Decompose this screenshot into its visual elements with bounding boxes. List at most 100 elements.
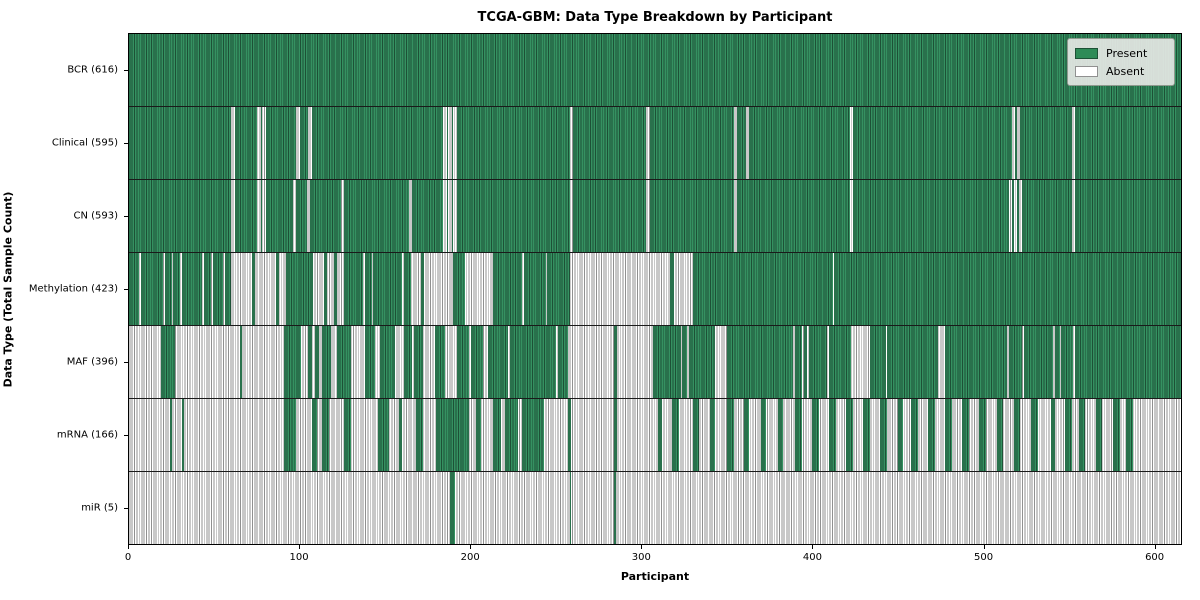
plot-area: Present Absent <box>128 33 1182 545</box>
y-tick-mark <box>124 435 128 437</box>
present-segment <box>614 472 616 544</box>
present-segment <box>760 399 766 471</box>
present-segment <box>492 253 522 325</box>
present-segment <box>573 107 647 179</box>
present-segment <box>421 253 425 325</box>
data-row-clinical <box>129 107 1181 180</box>
present-segment <box>1054 326 1060 398</box>
present-segment <box>689 326 715 398</box>
present-segment <box>846 399 854 471</box>
legend-label-present: Present <box>1106 46 1148 60</box>
present-segment <box>853 180 1009 252</box>
present-segment <box>286 253 314 325</box>
x-tick-mark <box>641 545 643 549</box>
x-tick-label: 200 <box>460 552 480 563</box>
present-segment <box>692 253 833 325</box>
present-segment <box>1015 107 1018 179</box>
y-tick-label: miR (5) <box>81 502 118 514</box>
present-segment <box>323 253 328 325</box>
present-segment <box>311 107 444 179</box>
present-segment <box>887 326 939 398</box>
data-row-methylation <box>129 253 1181 326</box>
present-segment <box>164 253 172 325</box>
present-segment <box>911 399 918 471</box>
x-axis-label: Participant <box>620 570 690 583</box>
present-segment <box>1022 180 1072 252</box>
present-segment <box>451 180 454 252</box>
present-segment <box>129 107 232 179</box>
x-tick-label: 600 <box>1145 552 1165 563</box>
present-segment <box>240 326 242 398</box>
present-segment <box>492 399 502 471</box>
y-tick-label: mRNA (166) <box>56 429 118 441</box>
plot-rows <box>129 34 1181 544</box>
present-segment <box>1030 399 1038 471</box>
present-segment <box>1075 107 1181 179</box>
present-segment <box>1020 107 1072 179</box>
y-tick-label: Clinical (595) <box>51 137 118 149</box>
data-row-mrna <box>129 399 1181 472</box>
present-segment <box>296 180 307 252</box>
y-tick-label: MAF (396) <box>66 356 118 368</box>
present-segment <box>344 180 410 252</box>
present-segment <box>726 399 734 471</box>
present-segment <box>378 399 389 471</box>
x-tick-mark <box>299 545 301 549</box>
present-segment <box>1075 326 1181 398</box>
x-tick-label: 100 <box>289 552 309 563</box>
present-segment <box>212 253 223 325</box>
present-segment <box>251 253 256 325</box>
y-tick-mark <box>124 508 128 510</box>
y-tick-mark <box>124 362 128 364</box>
present-segment <box>414 326 423 398</box>
present-segment <box>649 180 734 252</box>
present-segment <box>129 253 140 325</box>
x-tick-mark <box>983 545 985 549</box>
x-tick-label: 0 <box>124 552 132 563</box>
data-row-mir <box>129 472 1181 544</box>
present-segment <box>364 253 372 325</box>
y-tick-labels: BCR (616) Clinical (595) CN (593) Methylati… <box>0 33 128 545</box>
present-segment <box>557 326 568 398</box>
present-segment <box>777 399 784 471</box>
present-segment <box>311 399 317 471</box>
present-segment <box>451 107 454 179</box>
present-segment <box>736 107 746 179</box>
legend: Present Absent <box>1067 38 1175 86</box>
present-segment <box>808 326 828 398</box>
present-segment <box>1008 326 1023 398</box>
present-segment <box>726 326 794 398</box>
present-segment <box>614 326 618 398</box>
present-segment <box>173 253 181 325</box>
present-segment <box>265 107 297 179</box>
present-segment <box>945 399 953 471</box>
present-segment <box>573 180 647 252</box>
y-tick-label: BCR (616) <box>67 64 118 76</box>
present-segment <box>373 253 403 325</box>
present-segment <box>169 399 172 471</box>
present-segment <box>265 180 293 252</box>
x-tick-mark <box>812 545 814 549</box>
present-segment <box>1075 180 1181 252</box>
present-segment <box>736 180 850 252</box>
present-segment <box>403 253 411 325</box>
present-segment <box>897 399 903 471</box>
present-segment <box>436 399 469 471</box>
present-segment <box>658 399 662 471</box>
x-tick-mark <box>470 545 472 549</box>
present-segment <box>567 399 572 471</box>
x-tick-mark <box>1154 545 1156 549</box>
present-segment <box>1023 326 1053 398</box>
present-segment <box>475 399 481 471</box>
legend-label-absent: Absent <box>1106 64 1145 78</box>
present-segment <box>470 326 483 398</box>
x-tick-mark <box>128 545 129 549</box>
present-segment <box>321 399 329 471</box>
present-segment <box>446 180 449 252</box>
present-segment <box>1126 399 1134 471</box>
present-segment <box>204 253 211 325</box>
present-segment <box>275 253 280 325</box>
present-segment <box>380 326 396 398</box>
present-segment <box>504 399 519 471</box>
x-tick-label: 500 <box>973 552 994 563</box>
